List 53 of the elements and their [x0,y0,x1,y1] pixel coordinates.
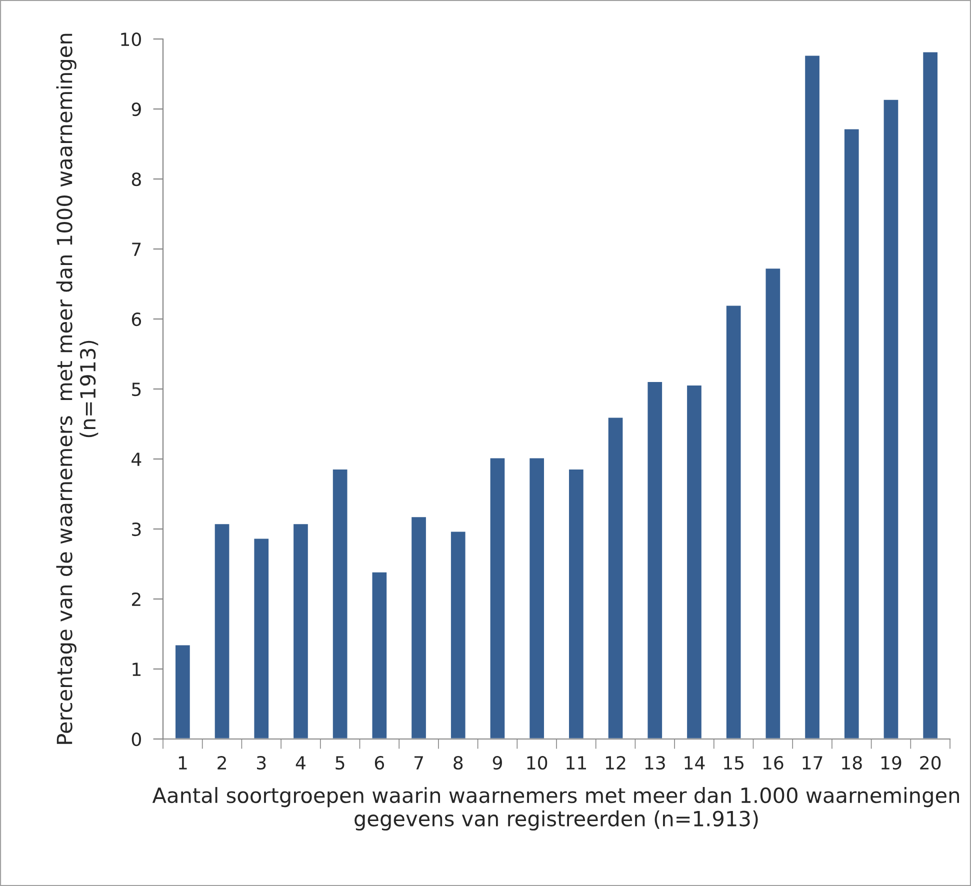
bar [370,571,388,739]
x-tick-label: 12 [606,756,626,770]
x-tick-label: 9 [492,756,502,770]
bar [174,644,192,739]
x-tick-label: 18 [842,756,862,770]
x-tick-label: 16 [763,756,784,770]
x-tick-label: 7 [414,756,423,770]
bar [922,50,939,739]
y-tick-label: 4 [132,452,142,466]
x-tick-label: 13 [645,756,665,770]
y-tick-label: 9 [132,102,141,116]
bar [528,456,546,739]
bar [606,416,624,739]
x-tick-label: 11 [566,756,586,770]
x-tick-label: 5 [336,756,344,770]
bar [450,530,467,739]
bar [292,522,310,739]
y-axis-title: Percentage van de waarnemers met meer dan 1000 waarnemingen (n=1913) [56,34,98,744]
bar [725,304,742,739]
x-tick-label: 20 [920,756,941,770]
bar [843,128,860,739]
y-tick-label: 2 [132,592,140,606]
y-tick-label: 6 [132,312,142,326]
x-tick-label: 10 [527,756,548,770]
bar [804,54,821,739]
y-tick-label: 8 [132,172,141,186]
y-tick-label: 5 [132,382,141,396]
x-tick-label: 17 [802,756,822,770]
x-tick-label: 1 [178,756,187,770]
x-tick-label: 14 [684,756,705,770]
y-tick-label: 1 [132,662,140,676]
y-tick-label: 7 [132,242,141,256]
x-tick-label: 19 [881,756,902,770]
bar [332,468,349,739]
x-tick-label: 15 [724,756,744,770]
x-tick-label: 8 [454,756,463,770]
y-tick-label: 3 [132,522,141,536]
bar [568,468,585,739]
bar [882,98,900,739]
x-tick-label: 3 [257,756,266,770]
y-tick-label: 10 [121,32,141,46]
x-tick-label: 2 [218,756,226,770]
bar [686,384,703,739]
bar [646,380,664,739]
x-axis-title: Aantal soortgroepen waarin waarnemers met meer dan 1.000 waarnemingen gegevens van registreerden (n=1.913) [152,787,959,831]
bar [488,456,506,739]
bar [213,522,231,739]
x-tick-label: 4 [296,756,306,770]
bar [252,537,270,739]
bar [410,516,428,739]
bar [764,267,782,739]
x-tick-label: 6 [374,756,384,770]
y-tick-label: 0 [132,732,141,746]
